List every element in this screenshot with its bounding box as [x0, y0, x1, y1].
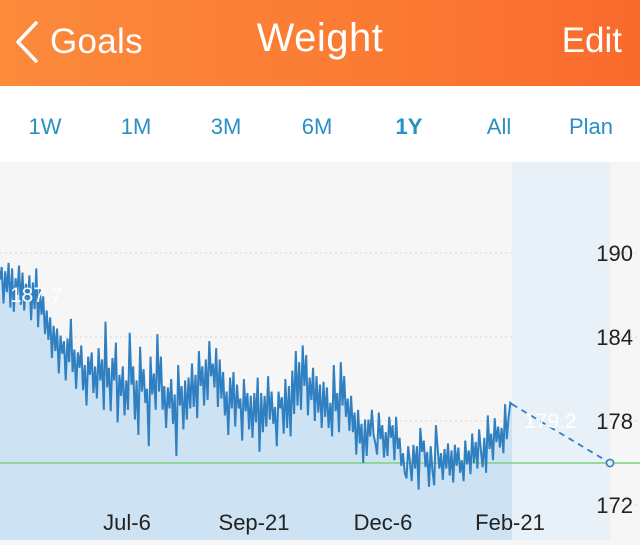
projection-region — [512, 162, 610, 540]
edit-button[interactable]: Edit — [561, 21, 622, 60]
weight-area-fill — [0, 262, 512, 540]
y-tick-label: 190 — [596, 241, 633, 266]
weight-chart-svg: 187.7 179.2 190 184 178 172 Jul-6 Sep-21 Dec-… — [0, 162, 640, 540]
x-tick-label: Feb-21 — [475, 510, 545, 535]
range-tabs: 1W 1M 3M 6M 1Y All Plan — [0, 86, 640, 162]
tab-6m[interactable]: 6M — [301, 114, 333, 139]
x-tick-label: Sep-21 — [219, 510, 290, 535]
weight-series-line — [0, 262, 513, 490]
y-tick-label: 178 — [596, 409, 633, 434]
tab-3m[interactable]: 3M — [210, 114, 242, 139]
tab-plan[interactable]: Plan — [568, 114, 614, 139]
chevron-left-icon — [16, 21, 38, 63]
projection-line — [511, 403, 611, 464]
start-value-label: 187.7 — [10, 284, 63, 307]
x-tick-label: Jul-6 — [103, 510, 151, 535]
back-button-label: Goals — [50, 22, 143, 61]
projection-end-point — [605, 458, 615, 468]
tab-1w[interactable]: 1W — [28, 114, 62, 139]
tab-1y[interactable]: 1Y — [395, 114, 423, 139]
tab-all[interactable]: All — [486, 114, 512, 139]
end-value-label: 179.2 — [524, 410, 577, 433]
nav-bar: Goals Weight Edit — [0, 0, 640, 86]
weight-chart: 187.7 179.2 190 184 178 172 Jul-6 Sep-21 Dec-… — [0, 162, 640, 540]
page-title: Weight — [256, 16, 384, 60]
y-tick-label: 172 — [596, 493, 633, 518]
x-tick-label: Dec-6 — [354, 510, 413, 535]
y-tick-label: 184 — [596, 325, 633, 350]
back-button[interactable]: Goals — [14, 18, 143, 66]
tab-1m[interactable]: 1M — [120, 114, 152, 139]
